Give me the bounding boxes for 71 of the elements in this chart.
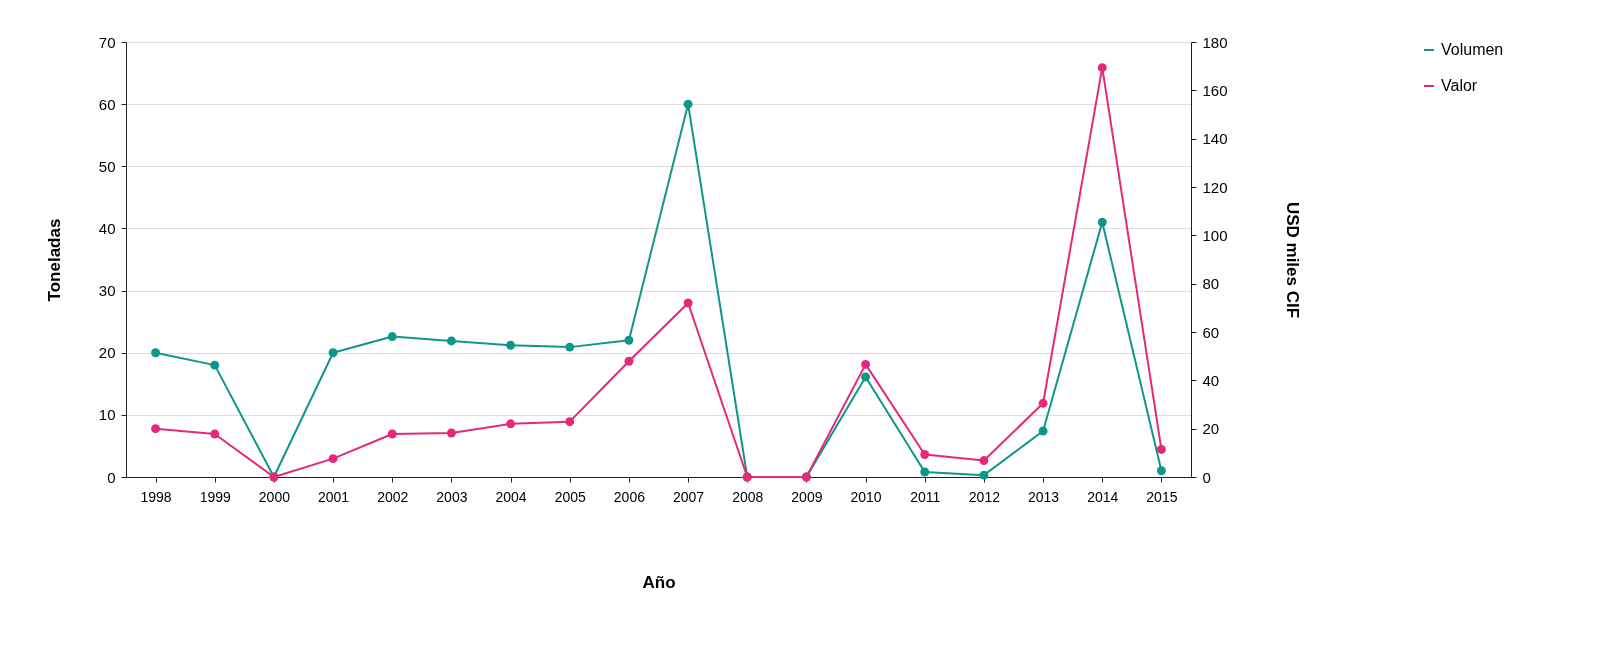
y2-tick-label: 180 bbox=[1202, 33, 1228, 51]
y-tick-label: 30 bbox=[98, 282, 116, 300]
x-tick-label: 2015 bbox=[1146, 488, 1178, 505]
point bbox=[328, 348, 338, 358]
point bbox=[1156, 466, 1166, 476]
x-tick-label: 1998 bbox=[140, 488, 172, 505]
y-tick-label: 20 bbox=[98, 344, 116, 362]
point bbox=[1156, 444, 1166, 454]
point bbox=[151, 348, 161, 358]
point bbox=[1038, 426, 1048, 436]
y2-tick-label: 0 bbox=[1202, 468, 1211, 486]
x-tick-label: 1999 bbox=[199, 488, 232, 505]
y2-tick-label: 120 bbox=[1202, 178, 1228, 196]
x-tick-label: 2012 bbox=[968, 488, 1001, 505]
y2-tick-label: 40 bbox=[1202, 371, 1220, 389]
point bbox=[624, 356, 634, 366]
point bbox=[861, 359, 871, 369]
point bbox=[446, 428, 456, 438]
y2-tick-label: 60 bbox=[1202, 323, 1220, 341]
point bbox=[210, 360, 220, 370]
point bbox=[151, 424, 161, 434]
point bbox=[683, 298, 693, 308]
y2-tick-label: 20 bbox=[1202, 420, 1220, 438]
y-tick-label: 50 bbox=[98, 157, 116, 175]
point bbox=[565, 417, 575, 427]
x-axis-title: Año bbox=[642, 572, 676, 592]
legend-label: Valor bbox=[1441, 77, 1478, 94]
point bbox=[387, 332, 397, 342]
point bbox=[387, 429, 397, 439]
point bbox=[920, 467, 930, 477]
point bbox=[506, 419, 516, 429]
x-tick-label: 2008 bbox=[732, 488, 764, 505]
x-tick-label: 2010 bbox=[850, 488, 882, 505]
x-tick-label: 2014 bbox=[1087, 488, 1119, 505]
point bbox=[210, 429, 220, 439]
x-tick-label: 2000 bbox=[258, 488, 291, 505]
point bbox=[861, 372, 871, 382]
point bbox=[624, 335, 634, 345]
y2-tick-label: 160 bbox=[1202, 81, 1228, 99]
x-tick-label: 2011 bbox=[910, 488, 941, 505]
point bbox=[506, 340, 516, 350]
point bbox=[1097, 217, 1107, 227]
y2-tick-label: 80 bbox=[1202, 275, 1220, 293]
x-tick-label: 2007 bbox=[673, 488, 705, 505]
point bbox=[1097, 63, 1107, 73]
point bbox=[565, 342, 575, 352]
y2-tick-label: 140 bbox=[1202, 130, 1228, 148]
y-axis-title: Toneladas bbox=[44, 218, 64, 302]
point bbox=[979, 456, 989, 466]
x-tick-label: 2013 bbox=[1028, 488, 1060, 505]
point bbox=[683, 99, 693, 109]
y2-axis-title: USD miles CIF bbox=[1282, 201, 1302, 319]
point bbox=[328, 454, 338, 464]
y-tick-label: 40 bbox=[98, 219, 116, 237]
point bbox=[920, 450, 930, 459]
legend-label: Volumen bbox=[1441, 41, 1504, 58]
x-tick-label: 2004 bbox=[495, 488, 527, 505]
x-tick-label: 2002 bbox=[377, 488, 409, 505]
x-tick-label: 2003 bbox=[436, 488, 468, 505]
point bbox=[979, 470, 989, 480]
point bbox=[446, 336, 456, 346]
x-tick-label: 2009 bbox=[791, 488, 823, 505]
y-tick-label: 10 bbox=[98, 406, 116, 424]
y-tick-label: 60 bbox=[98, 95, 116, 113]
x-tick-label: 2001 bbox=[318, 488, 350, 505]
x-tick-label: 2006 bbox=[613, 488, 646, 505]
y-tick-label: 0 bbox=[107, 468, 116, 486]
point bbox=[1038, 398, 1048, 408]
x-tick-label: 2005 bbox=[554, 488, 587, 505]
y2-tick-label: 100 bbox=[1202, 226, 1228, 244]
y-tick-label: 70 bbox=[98, 33, 116, 51]
